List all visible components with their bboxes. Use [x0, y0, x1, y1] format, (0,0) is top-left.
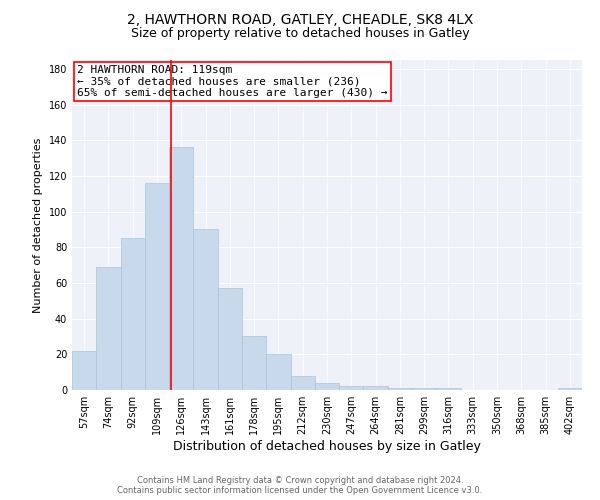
Bar — [72, 351, 96, 390]
Bar — [169, 148, 193, 390]
Bar — [145, 183, 169, 390]
Text: Contains HM Land Registry data © Crown copyright and database right 2024.
Contai: Contains HM Land Registry data © Crown c… — [118, 476, 482, 495]
Bar — [315, 383, 339, 390]
Bar — [193, 230, 218, 390]
Text: 2 HAWTHORN ROAD: 119sqm
← 35% of detached houses are smaller (236)
65% of semi-d: 2 HAWTHORN ROAD: 119sqm ← 35% of detache… — [77, 65, 388, 98]
Text: 2, HAWTHORN ROAD, GATLEY, CHEADLE, SK8 4LX: 2, HAWTHORN ROAD, GATLEY, CHEADLE, SK8 4… — [127, 12, 473, 26]
Bar — [121, 238, 145, 390]
Bar — [290, 376, 315, 390]
Text: Size of property relative to detached houses in Gatley: Size of property relative to detached ho… — [131, 28, 469, 40]
Bar — [436, 388, 461, 390]
Bar — [364, 386, 388, 390]
Bar — [242, 336, 266, 390]
Bar — [266, 354, 290, 390]
Bar — [218, 288, 242, 390]
Y-axis label: Number of detached properties: Number of detached properties — [33, 138, 43, 312]
X-axis label: Distribution of detached houses by size in Gatley: Distribution of detached houses by size … — [173, 440, 481, 453]
Bar — [412, 388, 436, 390]
Bar — [339, 386, 364, 390]
Bar — [558, 388, 582, 390]
Bar — [388, 388, 412, 390]
Bar — [96, 267, 121, 390]
